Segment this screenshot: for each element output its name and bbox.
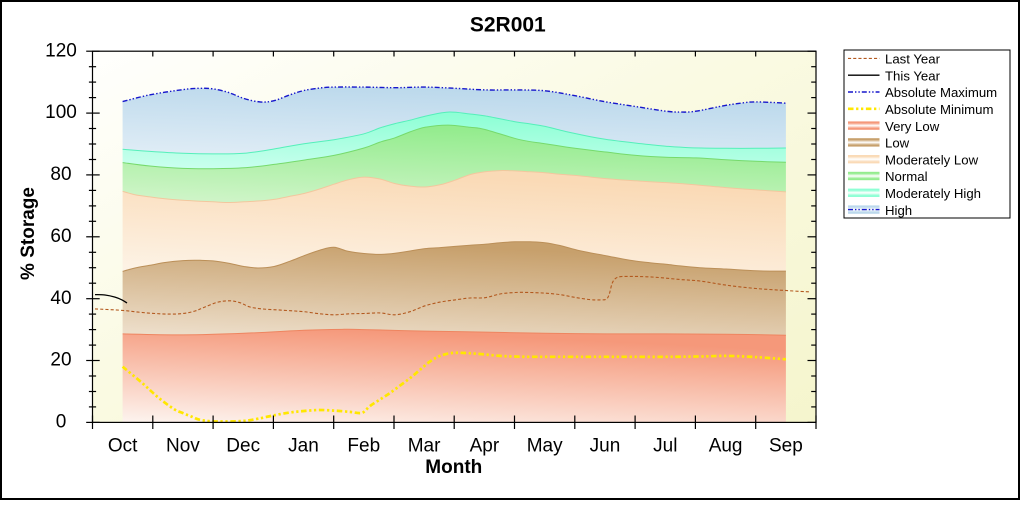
- svg-text:Absolute Minimum: Absolute Minimum: [885, 102, 993, 117]
- svg-text:% Storage: % Storage: [18, 187, 39, 280]
- svg-text:0: 0: [56, 412, 67, 433]
- svg-text:Feb: Feb: [347, 436, 380, 457]
- svg-text:Absolute Maximum: Absolute Maximum: [885, 85, 997, 100]
- svg-text:Oct: Oct: [108, 436, 138, 457]
- svg-text:Normal: Normal: [885, 169, 928, 184]
- svg-text:Jun: Jun: [590, 436, 621, 457]
- svg-text:S2R001: S2R001: [470, 14, 546, 37]
- svg-text:Jul: Jul: [653, 436, 677, 457]
- svg-text:20: 20: [50, 350, 71, 371]
- svg-text:100: 100: [45, 102, 77, 123]
- svg-text:High: High: [885, 203, 912, 218]
- svg-text:60: 60: [50, 226, 71, 247]
- svg-text:Moderately Low: Moderately Low: [885, 152, 979, 167]
- svg-text:Jan: Jan: [288, 436, 319, 457]
- svg-text:Last Year: Last Year: [885, 52, 941, 67]
- svg-text:Moderately High: Moderately High: [885, 186, 981, 201]
- svg-text:Mar: Mar: [408, 436, 441, 457]
- svg-text:80: 80: [50, 164, 71, 185]
- svg-text:Apr: Apr: [470, 436, 500, 457]
- svg-text:40: 40: [50, 288, 71, 309]
- svg-text:Low: Low: [885, 136, 910, 151]
- svg-text:120: 120: [45, 40, 77, 61]
- svg-text:Dec: Dec: [226, 436, 260, 457]
- svg-text:May: May: [527, 436, 563, 457]
- svg-text:Month: Month: [425, 457, 482, 478]
- svg-text:Very Low: Very Low: [885, 119, 940, 134]
- svg-text:Aug: Aug: [709, 436, 743, 457]
- svg-text:Sep: Sep: [769, 436, 803, 457]
- svg-text:This Year: This Year: [885, 68, 941, 83]
- svg-text:Nov: Nov: [166, 436, 200, 457]
